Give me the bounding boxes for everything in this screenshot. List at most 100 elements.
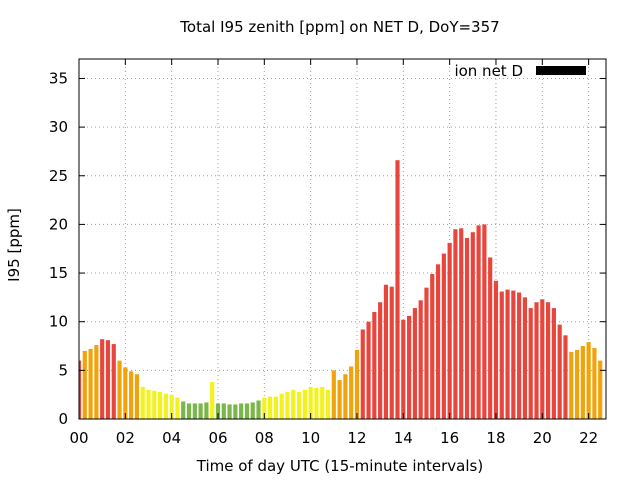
bar	[169, 394, 174, 419]
bar	[140, 386, 145, 419]
bar	[221, 403, 226, 419]
bar	[534, 302, 539, 419]
x-tick-label: 16	[440, 429, 459, 447]
bar	[268, 396, 273, 419]
bar	[163, 393, 168, 419]
x-tick-label: 00	[69, 429, 88, 447]
bar	[204, 402, 209, 419]
bar	[198, 403, 203, 419]
bar	[522, 297, 528, 419]
bar	[551, 308, 556, 419]
y-tick-label: 25	[49, 167, 68, 185]
bar	[493, 280, 499, 419]
bar	[157, 391, 163, 419]
bar	[82, 350, 87, 419]
bar	[378, 302, 383, 419]
bar	[354, 349, 360, 419]
y-tick-label: 15	[49, 264, 68, 282]
axis-ticks: 0 5 10 15 20 25 30 35 00 02 04 06 08 10 12 14 16 18 20 22	[49, 59, 606, 447]
bar	[505, 289, 510, 419]
bar	[360, 329, 365, 419]
bar	[441, 253, 446, 419]
y-tick-label: 10	[49, 313, 68, 331]
bar	[331, 370, 336, 419]
bars	[79, 160, 603, 419]
bar	[256, 400, 261, 419]
bar	[111, 344, 116, 419]
x-tick-label: 22	[579, 429, 598, 447]
x-tick-label: 20	[533, 429, 552, 447]
bar	[511, 290, 516, 419]
bar	[129, 371, 134, 419]
bar	[430, 274, 435, 419]
bar	[389, 286, 394, 419]
x-tick-label: 18	[486, 429, 505, 447]
bar	[325, 389, 331, 419]
bar	[314, 387, 319, 419]
bar	[100, 339, 105, 419]
bar	[586, 342, 591, 419]
bar	[105, 340, 111, 419]
bar	[464, 238, 470, 419]
bar	[418, 300, 423, 419]
bar	[134, 374, 139, 419]
bar	[239, 403, 244, 419]
bar	[123, 367, 128, 419]
bar	[557, 324, 562, 419]
legend: ion net D	[454, 62, 586, 80]
x-tick-label: 10	[301, 429, 320, 447]
bar	[366, 321, 371, 419]
bar	[285, 391, 290, 419]
bar	[569, 351, 574, 419]
bar	[499, 291, 504, 419]
bar	[349, 366, 354, 419]
bar	[343, 374, 348, 419]
bar	[412, 308, 417, 419]
bar	[546, 302, 551, 419]
bar	[435, 264, 441, 419]
bar	[424, 287, 429, 419]
y-tick-label: 35	[49, 69, 68, 87]
x-tick-label: 06	[208, 429, 227, 447]
x-axis-label: Time of day UTC (15-minute intervals)	[196, 457, 483, 475]
x-tick-label: 04	[162, 429, 181, 447]
bar	[279, 393, 284, 419]
y-tick-label: 0	[58, 410, 68, 428]
bar	[262, 397, 267, 419]
plot-frame	[78, 58, 607, 420]
legend-label: ion net D	[454, 62, 523, 80]
x-tick-label: 02	[116, 429, 135, 447]
bar	[476, 225, 481, 419]
bar	[574, 349, 580, 419]
bar	[296, 391, 302, 419]
bar	[528, 308, 533, 419]
bar	[401, 319, 406, 419]
bar	[94, 345, 99, 419]
bar	[146, 389, 151, 419]
bar	[308, 386, 313, 419]
bar	[580, 346, 585, 419]
bar	[186, 403, 192, 419]
bar	[320, 386, 325, 419]
bar	[215, 403, 221, 419]
bar	[453, 229, 458, 419]
bar	[291, 389, 296, 419]
bar	[175, 397, 180, 419]
bar	[488, 257, 493, 419]
bar	[459, 228, 464, 419]
bar	[210, 382, 215, 419]
y-tick-label: 5	[58, 361, 68, 379]
bar	[244, 403, 250, 419]
bar	[337, 380, 342, 419]
bar	[407, 315, 412, 419]
chart-title: Total I95 zenith [ppm] on NET D, DoY=357	[179, 18, 499, 36]
bar	[563, 335, 568, 419]
bar	[470, 232, 475, 419]
y-tick-label: 30	[49, 118, 68, 136]
x-tick-label: 12	[347, 429, 366, 447]
y-tick-label: 20	[49, 215, 68, 233]
bar	[152, 390, 157, 419]
bar	[233, 404, 238, 419]
bar	[88, 348, 93, 419]
